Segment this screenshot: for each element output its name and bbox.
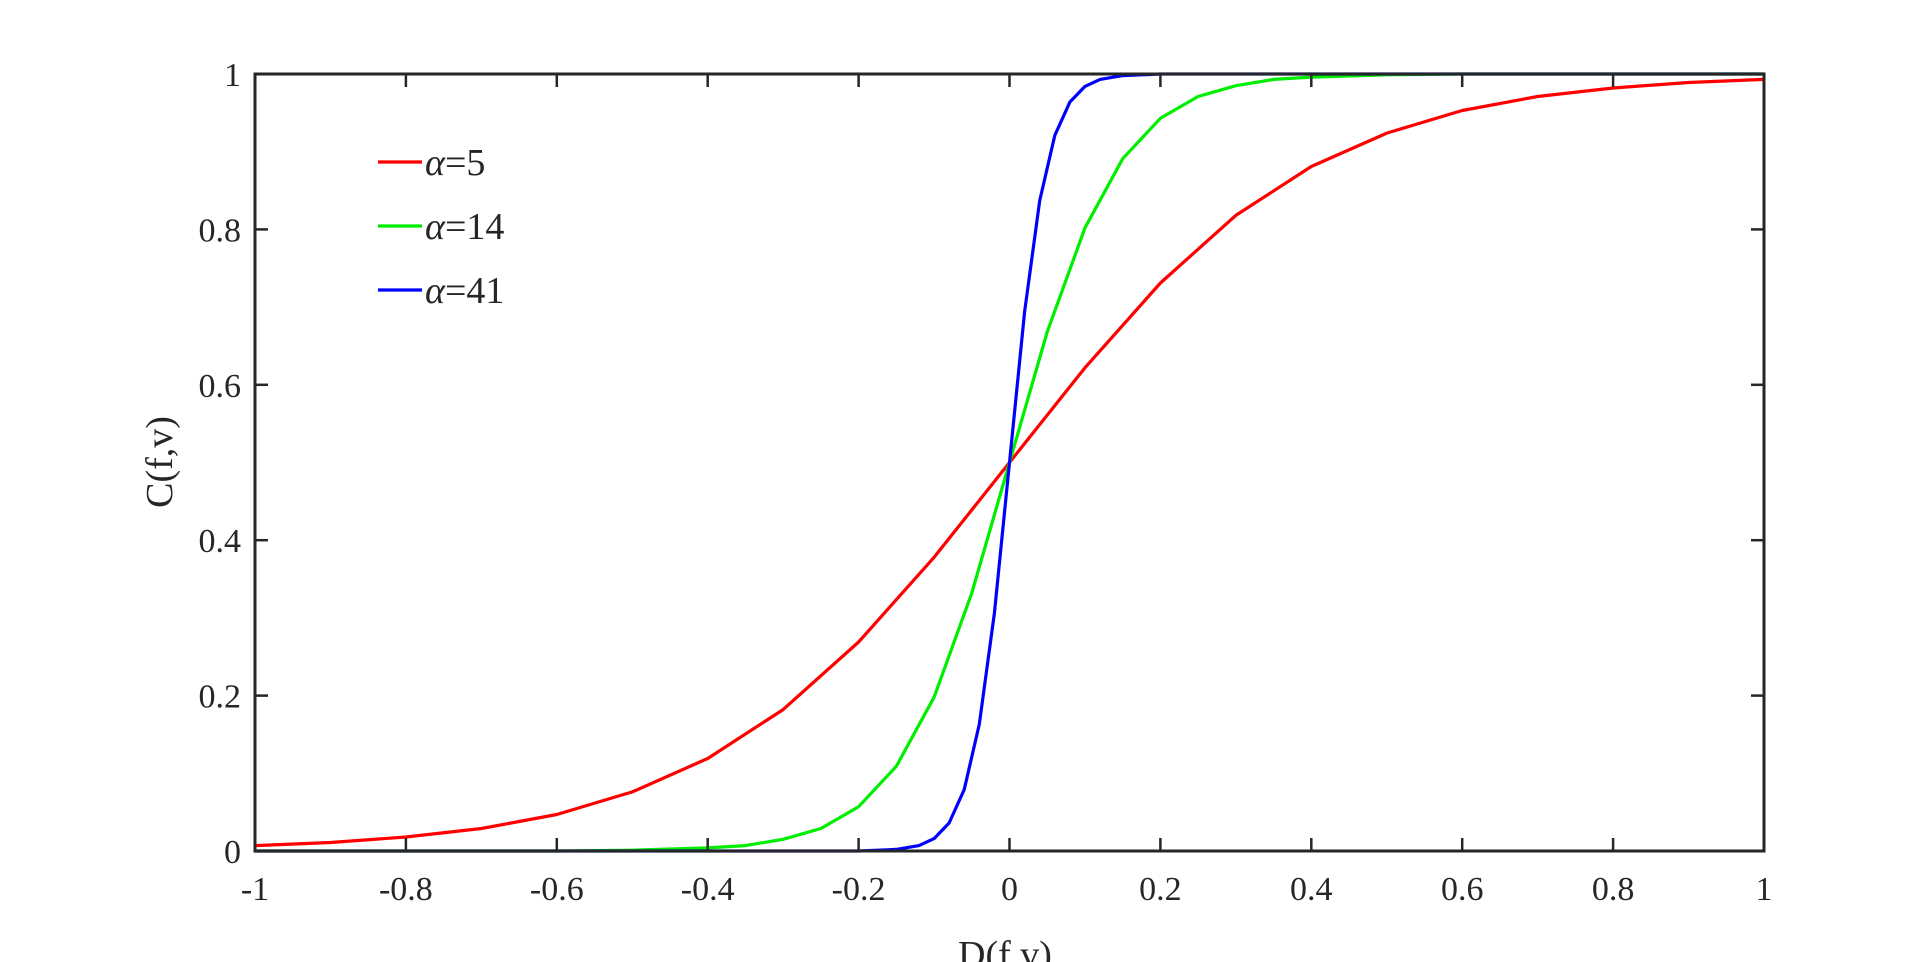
y-tick-label: 0.2	[199, 679, 242, 716]
x-tick-label: -0.4	[681, 871, 735, 908]
y-tick-label: 0.6	[199, 368, 242, 405]
y-tick-label: 0.4	[199, 523, 242, 560]
x-tick-label: 0.8	[1592, 871, 1635, 908]
x-tick-label: -0.8	[379, 871, 433, 908]
y-tick-label: 1	[224, 57, 241, 94]
x-tick-label: 1	[1756, 871, 1773, 908]
y-tick-label: 0.8	[199, 212, 242, 249]
x-tick-label: -1	[241, 871, 269, 908]
legend-label-1: α=14	[425, 206, 504, 248]
x-tick-label: 0.6	[1441, 871, 1484, 908]
x-tick-label: 0	[1001, 871, 1018, 908]
plot-frame	[253, 72, 1766, 853]
legend: α=5 α=14 α=41	[378, 142, 504, 312]
series-layer	[253, 72, 1766, 853]
x-tick-label: 0.2	[1139, 871, 1182, 908]
y-tick-labels: 0 0.2 0.4 0.6 0.8 1	[199, 57, 242, 871]
x-axis-label: D(f,v)	[958, 934, 1052, 962]
x-tick-labels: -1 -0.8 -0.6 -0.4 -0.2 0 0.2 0.4 0.6 0.8 1	[241, 871, 1773, 908]
x-tick-label: -0.6	[530, 871, 584, 908]
x-tick-label: 0.4	[1290, 871, 1333, 908]
legend-label-2: α=41	[425, 270, 504, 312]
legend-label-0: α=5	[425, 142, 485, 184]
series-line-2	[253, 72, 1766, 853]
x-tick-label: -0.2	[832, 871, 886, 908]
y-axis-label: C(f,v)	[139, 416, 181, 508]
y-tick-label: 0	[224, 834, 241, 871]
